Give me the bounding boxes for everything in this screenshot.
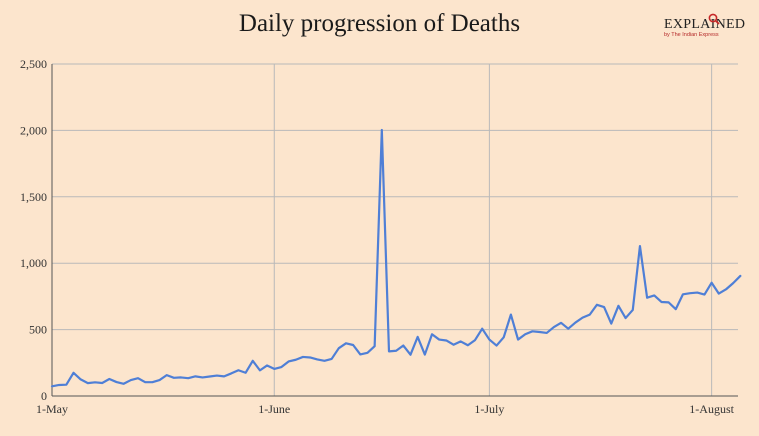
y-tick-label: 2,500 [20, 57, 47, 71]
series-line-deaths [50, 128, 742, 388]
x-tick-label: 1-July [474, 402, 504, 416]
y-tick-label: 1,000 [20, 256, 47, 270]
chart-title: Daily progression of Deaths [238, 10, 521, 37]
brand-subtext: by The Indian Express [664, 32, 719, 38]
x-tick-labels: 1-May 1-June 1-July 1-August [36, 402, 735, 416]
y-tick-labels: 0 500 1,000 1,500 2,000 2,500 [20, 57, 47, 403]
x-tick-label: 1-August [689, 402, 734, 416]
y-tick-label: 500 [29, 323, 47, 337]
grid-lines [52, 63, 738, 396]
x-tick-label: 1-June [258, 402, 290, 416]
brand-wordmark: EXPLAINED [664, 17, 746, 32]
y-tick-label: 0 [41, 389, 47, 403]
y-tick-label: 1,500 [20, 190, 47, 204]
magnifier-icon [708, 13, 720, 25]
y-tick-label: 2,000 [20, 123, 47, 137]
axes [51, 64, 738, 397]
x-tick-label: 1-May [36, 402, 68, 416]
series-layer [50, 128, 742, 388]
brand-logo: EXPLAINED by The Indian Express [664, 13, 756, 38]
